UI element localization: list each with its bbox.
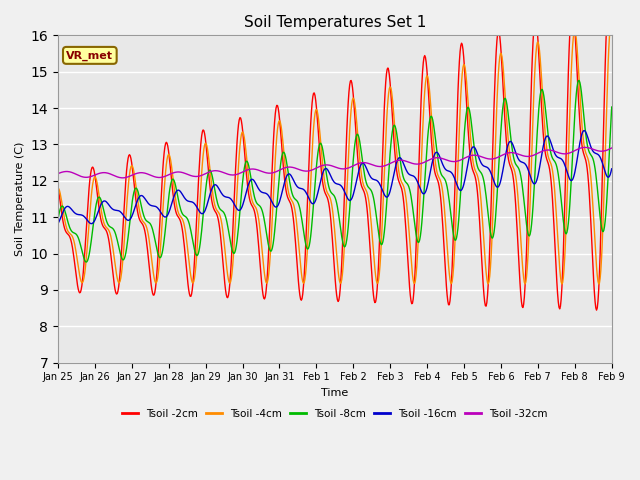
Tsoil -8cm xyxy=(221,214,229,219)
Y-axis label: Soil Temperature (C): Soil Temperature (C) xyxy=(15,142,25,256)
Tsoil -4cm xyxy=(221,246,228,252)
Tsoil -16cm xyxy=(424,182,431,188)
Tsoil -32cm xyxy=(424,158,431,164)
Tsoil -2cm xyxy=(608,13,616,19)
Tsoil -32cm xyxy=(120,175,127,180)
Tsoil -4cm xyxy=(54,185,62,191)
Line: Tsoil -32cm: Tsoil -32cm xyxy=(58,147,612,178)
Tsoil -8cm xyxy=(54,216,62,222)
Title: Soil Temperatures Set 1: Soil Temperatures Set 1 xyxy=(244,15,426,30)
Tsoil -8cm xyxy=(270,236,278,241)
Tsoil -4cm xyxy=(558,281,566,287)
Tsoil -8cm xyxy=(120,257,127,263)
Tsoil -16cm xyxy=(608,166,616,172)
Tsoil -32cm xyxy=(221,170,229,176)
Tsoil -16cm xyxy=(54,221,62,227)
Line: Tsoil -16cm: Tsoil -16cm xyxy=(58,131,612,224)
Tsoil -2cm xyxy=(423,67,431,73)
Line: Tsoil -4cm: Tsoil -4cm xyxy=(58,19,612,284)
Legend: Tsoil -2cm, Tsoil -4cm, Tsoil -8cm, Tsoil -16cm, Tsoil -32cm: Tsoil -2cm, Tsoil -4cm, Tsoil -8cm, Tsoi… xyxy=(118,405,552,423)
Line: Tsoil -8cm: Tsoil -8cm xyxy=(58,81,612,262)
Tsoil -32cm xyxy=(119,175,127,181)
Tsoil -2cm xyxy=(392,161,400,167)
Tsoil -32cm xyxy=(581,144,589,150)
Text: VR_met: VR_met xyxy=(67,50,113,60)
Tsoil -4cm xyxy=(269,198,277,204)
Tsoil -8cm xyxy=(608,104,616,110)
Line: Tsoil -2cm: Tsoil -2cm xyxy=(58,0,612,310)
Tsoil -4cm xyxy=(248,198,256,204)
Tsoil -2cm xyxy=(593,307,600,313)
Tsoil -8cm xyxy=(83,259,90,265)
Tsoil -2cm xyxy=(119,224,127,229)
Tsoil -4cm xyxy=(608,16,616,22)
Tsoil -32cm xyxy=(608,145,616,151)
Tsoil -32cm xyxy=(249,166,257,172)
Tsoil -4cm xyxy=(423,73,431,79)
Tsoil -16cm xyxy=(580,128,588,133)
Tsoil -2cm xyxy=(248,203,256,209)
Tsoil -2cm xyxy=(221,280,228,286)
Tsoil -8cm xyxy=(424,135,431,141)
X-axis label: Time: Time xyxy=(321,388,349,398)
Tsoil -8cm xyxy=(575,78,582,84)
Tsoil -2cm xyxy=(54,184,62,190)
Tsoil -4cm xyxy=(392,139,400,145)
Tsoil -2cm xyxy=(269,144,277,149)
Tsoil -16cm xyxy=(120,213,127,219)
Tsoil -16cm xyxy=(393,160,401,166)
Tsoil -16cm xyxy=(88,221,95,227)
Tsoil -16cm xyxy=(249,177,257,182)
Tsoil -32cm xyxy=(270,169,278,175)
Tsoil -8cm xyxy=(393,130,401,135)
Tsoil -16cm xyxy=(221,194,229,200)
Tsoil -16cm xyxy=(270,203,278,208)
Tsoil -4cm xyxy=(119,255,127,261)
Tsoil -32cm xyxy=(54,171,62,177)
Tsoil -8cm xyxy=(249,187,257,192)
Tsoil -32cm xyxy=(393,158,401,164)
